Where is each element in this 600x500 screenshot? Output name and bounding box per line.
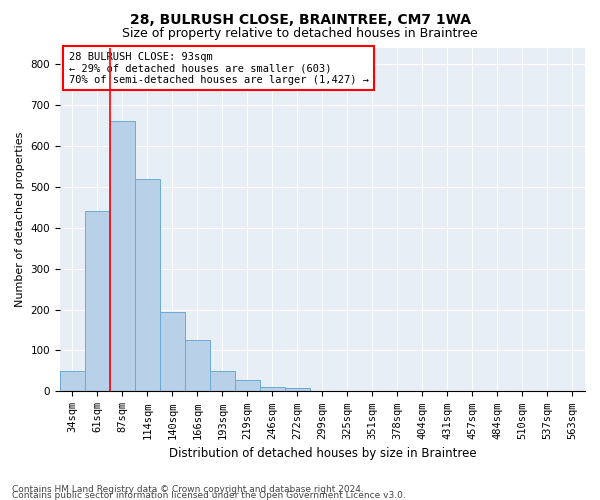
Bar	[310, 390, 335, 392]
Bar	[235, 380, 260, 392]
Text: Size of property relative to detached houses in Braintree: Size of property relative to detached ho…	[122, 28, 478, 40]
Bar	[135, 178, 160, 392]
Bar	[285, 388, 310, 392]
Text: Contains HM Land Registry data © Crown copyright and database right 2024.: Contains HM Land Registry data © Crown c…	[12, 485, 364, 494]
Text: 28 BULRUSH CLOSE: 93sqm
← 29% of detached houses are smaller (603)
70% of semi-d: 28 BULRUSH CLOSE: 93sqm ← 29% of detache…	[68, 52, 368, 85]
X-axis label: Distribution of detached houses by size in Braintree: Distribution of detached houses by size …	[169, 447, 476, 460]
Y-axis label: Number of detached properties: Number of detached properties	[15, 132, 25, 307]
Bar	[60, 371, 85, 392]
Text: Contains public sector information licensed under the Open Government Licence v3: Contains public sector information licen…	[12, 491, 406, 500]
Bar	[210, 371, 235, 392]
Bar	[160, 312, 185, 392]
Bar	[110, 121, 135, 392]
Bar	[85, 212, 110, 392]
Bar	[185, 340, 210, 392]
Text: 28, BULRUSH CLOSE, BRAINTREE, CM7 1WA: 28, BULRUSH CLOSE, BRAINTREE, CM7 1WA	[130, 12, 470, 26]
Bar	[260, 388, 285, 392]
